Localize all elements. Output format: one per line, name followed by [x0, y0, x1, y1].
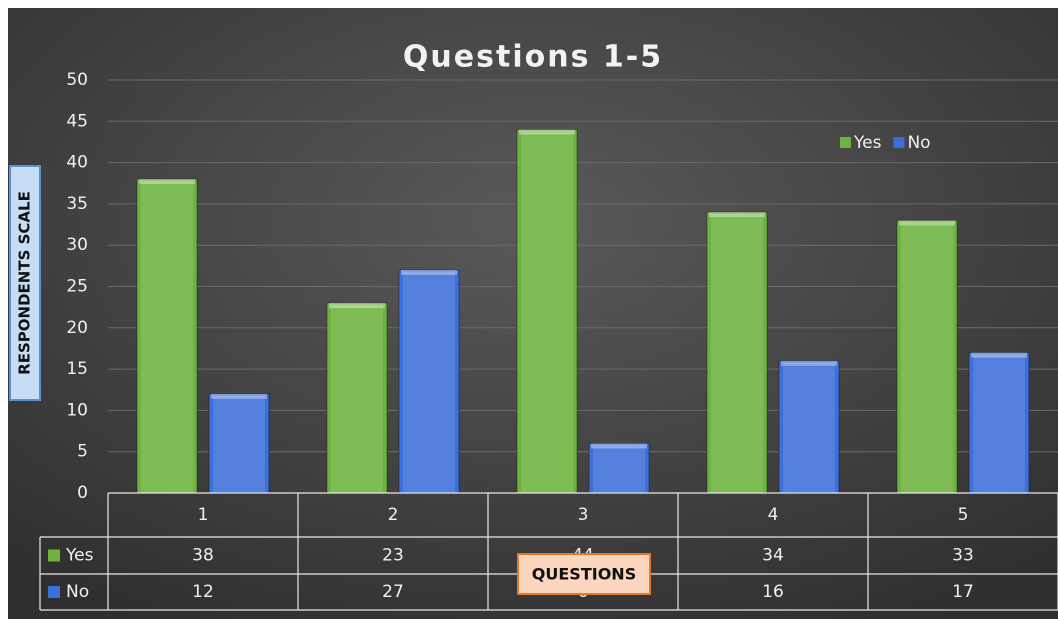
bar	[136, 178, 198, 494]
bar-highlight	[711, 214, 763, 493]
bar-cap	[971, 352, 1027, 358]
y-tick-label: 35	[66, 194, 88, 214]
y-tick-label: 10	[66, 400, 88, 420]
legend-label: No	[66, 582, 89, 602]
x-tick-label: 3	[578, 505, 589, 525]
table-value: 12	[192, 582, 214, 602]
legend-key	[840, 137, 851, 148]
y-tick-label: 40	[66, 153, 88, 173]
y-tick-label: 25	[66, 277, 88, 297]
legend-label: Yes	[65, 546, 94, 566]
bar-cap	[401, 269, 457, 275]
bar-highlight	[141, 181, 193, 493]
table-value: 38	[192, 546, 214, 566]
legend-label: Yes	[853, 133, 882, 153]
y-axis-label: RESPONDENTS SCALE	[16, 191, 34, 375]
x-tick-label: 5	[958, 505, 969, 525]
bar-highlight	[521, 131, 573, 493]
y-tick-label: 5	[77, 442, 88, 462]
y-tick-label: 0	[77, 483, 88, 503]
bar-cap	[709, 212, 765, 218]
table-value: 33	[952, 546, 974, 566]
bar	[706, 211, 768, 494]
table-value: 17	[952, 582, 974, 602]
x-axis-label: QUESTIONS	[532, 565, 636, 584]
y-tick-label: 50	[66, 70, 88, 90]
bar	[326, 302, 388, 494]
chart-title: Questions 1-5	[403, 40, 663, 75]
table-value: 16	[762, 582, 784, 602]
bar	[208, 393, 270, 494]
bar-highlight	[213, 395, 265, 493]
bar-highlight	[593, 445, 645, 493]
bar-cap	[329, 303, 385, 309]
bar-highlight	[403, 271, 455, 493]
legend-label: No	[907, 133, 930, 153]
bar-highlight	[783, 362, 835, 493]
x-tick-label: 1	[198, 505, 209, 525]
table-value: 27	[382, 582, 404, 602]
table-value: 23	[382, 546, 404, 566]
y-tick-label: 20	[66, 318, 88, 338]
bar	[516, 129, 578, 494]
bar-cap	[519, 129, 575, 135]
y-axis-label-box	[9, 165, 41, 401]
legend-key	[893, 137, 905, 148]
bar	[896, 219, 958, 494]
y-tick-label: 30	[66, 235, 88, 255]
bar-cap	[139, 179, 195, 185]
bar-cap	[781, 360, 837, 366]
bar-highlight	[901, 222, 953, 494]
plot: 0510152025303540455012345Yes3823443433No…	[39, 70, 1058, 611]
bar-cap	[591, 443, 647, 449]
bar-cap	[899, 220, 955, 226]
x-axis-label-box	[517, 553, 651, 595]
y-tick-label: 15	[66, 359, 88, 379]
y-tick-label: 45	[66, 111, 88, 131]
bar-highlight	[973, 354, 1025, 493]
bar	[778, 360, 840, 494]
legend-key	[48, 586, 60, 598]
bar-highlight	[331, 305, 383, 493]
bar	[398, 269, 460, 494]
x-tick-label: 2	[388, 505, 399, 525]
bar-cap	[211, 393, 267, 399]
legend-key	[48, 549, 60, 562]
table-value: 34	[762, 546, 784, 566]
x-tick-label: 4	[768, 505, 779, 525]
